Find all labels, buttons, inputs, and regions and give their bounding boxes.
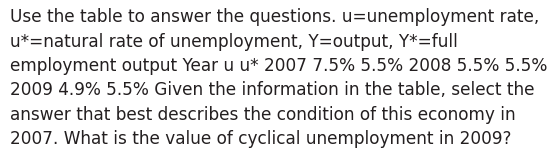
Text: Use the table to answer the questions. u=unemployment rate,
u*=natural rate of u: Use the table to answer the questions. u… [10,8,547,148]
